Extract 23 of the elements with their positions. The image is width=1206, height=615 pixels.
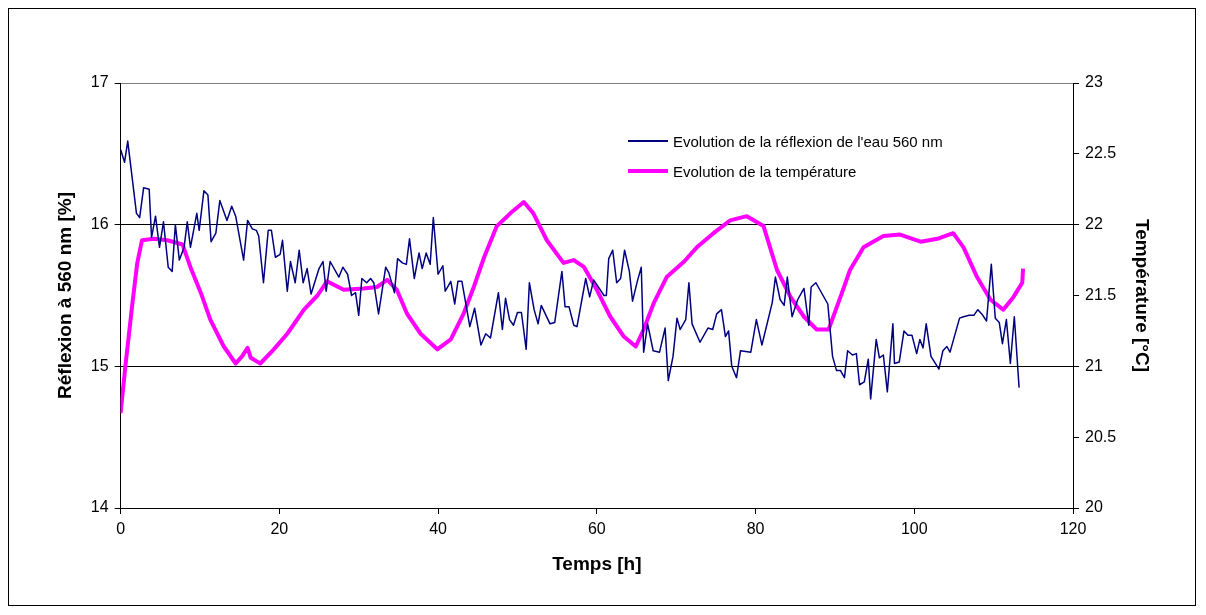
x-tick-label: 120 [1059,520,1087,538]
x-tick-label: 40 [429,520,448,538]
x-axis-title: Temps [h] [552,552,642,574]
y-tick-label: 16 [90,215,109,233]
y2-tick-label: 22.5 [1085,144,1117,162]
legend-label: Evolution de la réflexion de l'eau 560 nm [673,132,943,150]
y-axis-title: Réflexion à 560 nm [%] [53,192,75,399]
legend-label: Evolution de la température [673,162,857,180]
y-tick-label: 15 [90,356,109,374]
y2-tick-label: 22 [1085,215,1103,233]
y-tick-label: 14 [90,498,109,516]
x-tick-label: 20 [270,520,289,538]
y2-tick-label: 21 [1085,356,1103,374]
y2-tick-label: 23 [1085,73,1103,91]
y2-tick-label: 20.5 [1085,427,1117,445]
x-tick-label: 0 [116,520,126,538]
x-tick-label: 80 [746,520,765,538]
y2-tick-label: 20 [1085,498,1103,516]
x-tick-label: 60 [587,520,606,538]
x-tick-label: 100 [900,520,928,538]
y2-axis-title: Température [°C] [1132,219,1154,372]
y2-tick-label: 21.5 [1085,285,1117,303]
y-tick-label: 17 [90,73,109,91]
